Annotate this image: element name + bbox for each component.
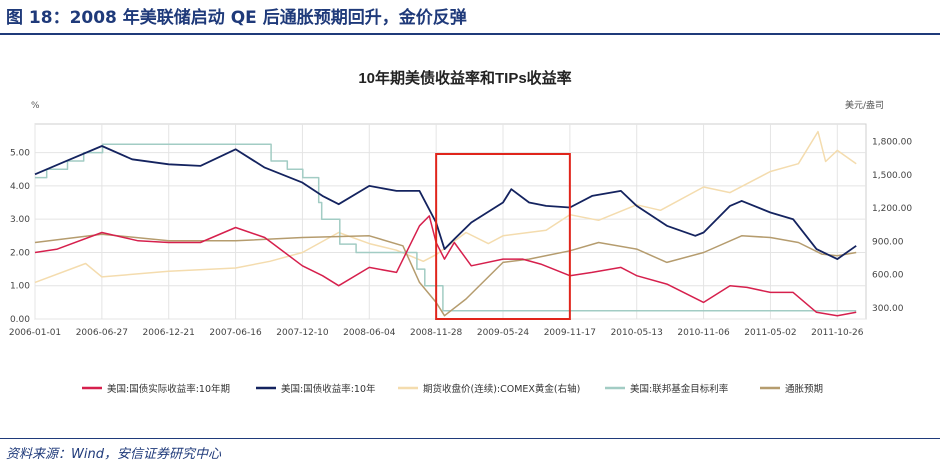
legend: 美国:国债实际收益率:10年期 美国:国债收益率:10年 期货收盘价(连续):COM…	[82, 383, 823, 395]
legend-label: 美国:联邦基金目标利率	[630, 383, 729, 395]
title-rule	[0, 33, 940, 35]
x-tick-label: 2011-05-02	[744, 328, 796, 338]
x-tick-label: 2010-11-06	[677, 328, 730, 338]
figure-title: 图 18：2008 年美联储启动 QE 后通胀预期回升，金价反弹	[6, 8, 467, 28]
line-chart: 10年期美债收益率和TIPs收益率 % 美元/盎司 0.00 1.00 2.00 3.…	[9, 69, 913, 395]
right-axis-unit: 美元/盎司	[845, 99, 884, 111]
x-tick-label: 2007-06-16	[209, 328, 262, 338]
highlight-box	[435, 153, 571, 320]
x-tick-label: 2010-05-13	[611, 328, 663, 338]
chart-title: 10年期美债收益率和TIPs收益率	[358, 69, 571, 87]
right-tick-label: 900.00	[872, 237, 904, 247]
x-tick-label: 2008-11-28	[410, 328, 463, 338]
right-tick-label: 1,500.00	[872, 171, 912, 181]
left-tick-label: 1.00	[10, 282, 30, 292]
left-axis-unit: %	[31, 101, 40, 111]
left-tick-label: 3.00	[10, 215, 30, 225]
x-tick-label: 2009-05-24	[477, 328, 530, 338]
series-line	[34, 130, 857, 284]
series-line	[35, 143, 857, 312]
right-tick-label: 300.00	[872, 304, 904, 314]
x-tick-label: 2009-11-17	[544, 328, 596, 338]
legend-label: 美国:国债实际收益率:10年期	[107, 383, 230, 395]
left-tick-label: 2.00	[10, 248, 30, 258]
source-note: 资料来源：Wind，安信证券研究中心	[6, 447, 221, 462]
x-tick-label: 2006-12-21	[143, 328, 195, 338]
legend-label: 期货收盘价(连续):COMEX黄金(右轴)	[423, 383, 580, 395]
right-axis: 300.00 600.00 900.00 1,200.00 1,500.00 1,800.…	[872, 138, 912, 314]
x-axis: 2006-01-01 2006-06-27 2006-12-21 2007-06-16…	[9, 328, 864, 338]
x-tick-label: 2008-06-04	[343, 328, 396, 338]
x-tick-label: 2011-10-26	[811, 328, 864, 338]
chart-area: 10年期美债收益率和TIPs收益率 % 美元/盎司 0.00 1.00 2.00 3.…	[0, 36, 940, 436]
left-tick-label: 4.00	[10, 182, 30, 192]
series-line	[34, 215, 857, 317]
x-tick-label: 2006-06-27	[76, 328, 128, 338]
right-tick-label: 1,800.00	[872, 138, 912, 148]
x-tick-label: 2006-01-01	[9, 328, 61, 338]
series-line	[34, 233, 857, 317]
right-tick-label: 1,200.00	[872, 204, 912, 214]
series-line	[34, 145, 857, 260]
x-tick-label: 2007-12-10	[276, 328, 329, 338]
legend-label: 美国:国债收益率:10年	[281, 383, 376, 395]
source-rule	[0, 438, 940, 439]
legend-label: 通胀预期	[785, 384, 823, 395]
left-tick-label: 0.00	[10, 315, 30, 325]
left-tick-label: 5.00	[10, 149, 30, 159]
left-axis: 0.00 1.00 2.00 3.00 4.00 5.00	[10, 149, 30, 325]
series-layer	[34, 130, 857, 317]
right-tick-label: 600.00	[872, 271, 904, 281]
